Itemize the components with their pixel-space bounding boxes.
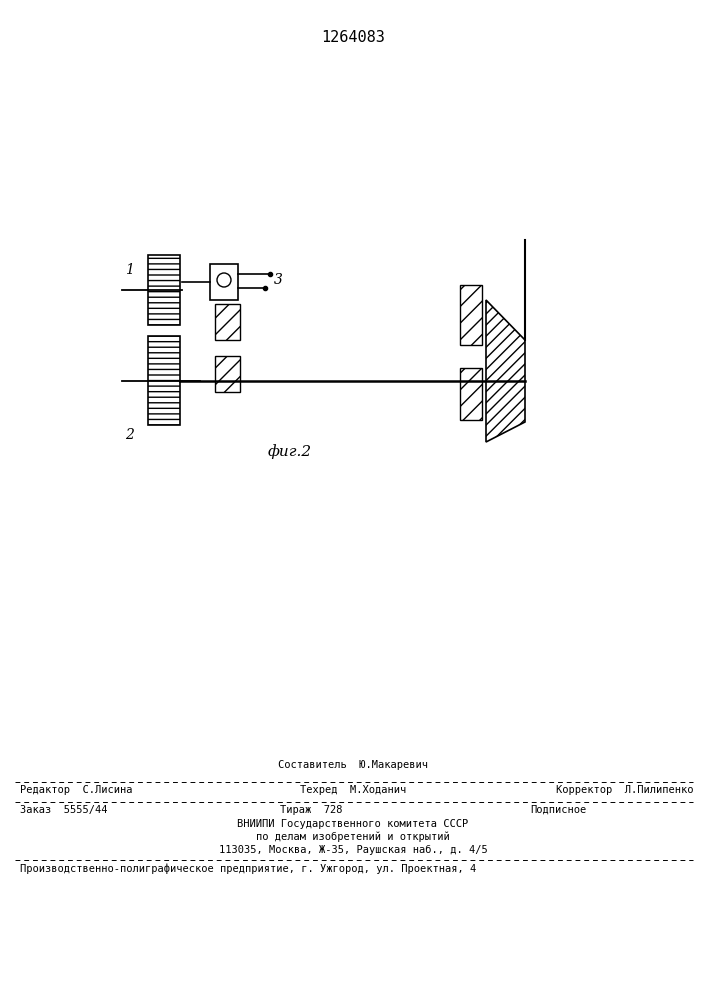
Text: фиг.2: фиг.2	[268, 445, 312, 459]
Text: Техред  М.Ходанич: Техред М.Ходанич	[300, 785, 406, 795]
Text: 1: 1	[125, 263, 134, 277]
Bar	[210, 264, 238, 300]
Text: Заказ  5555/44: Заказ 5555/44	[20, 805, 107, 815]
Text: 113035, Москва, Ж-35, Раушская наб., д. 4/5: 113035, Москва, Ж-35, Раушская наб., д. …	[218, 845, 487, 855]
Text: Тираж  728: Тираж 728	[280, 805, 342, 815]
Text: Корректор  Л.Пилипенко: Корректор Л.Пилипенко	[556, 785, 693, 795]
Circle shape	[217, 273, 231, 287]
Bar	[148, 255, 180, 325]
Text: ВНИИПИ Государственного комитета СССР: ВНИИПИ Государственного комитета СССР	[238, 819, 469, 829]
Bar	[460, 368, 482, 420]
Text: Составитель  Ю.Макаревич: Составитель Ю.Макаревич	[278, 760, 428, 770]
Bar	[148, 336, 180, 425]
Bar	[215, 356, 240, 392]
Bar	[460, 285, 482, 345]
Polygon shape	[486, 300, 525, 442]
Text: Производственно-полиграфическое предприятие, г. Ужгород, ул. Проектная, 4: Производственно-полиграфическое предприя…	[20, 863, 477, 874]
Text: Редактор  С.Лисина: Редактор С.Лисина	[20, 785, 132, 795]
Text: по делам изобретений и открытий: по делам изобретений и открытий	[256, 832, 450, 842]
Text: 1264083: 1264083	[321, 29, 385, 44]
Bar	[215, 304, 240, 340]
Text: Подписное: Подписное	[530, 805, 586, 815]
Text: 2: 2	[125, 428, 134, 442]
Text: 3: 3	[274, 273, 283, 287]
